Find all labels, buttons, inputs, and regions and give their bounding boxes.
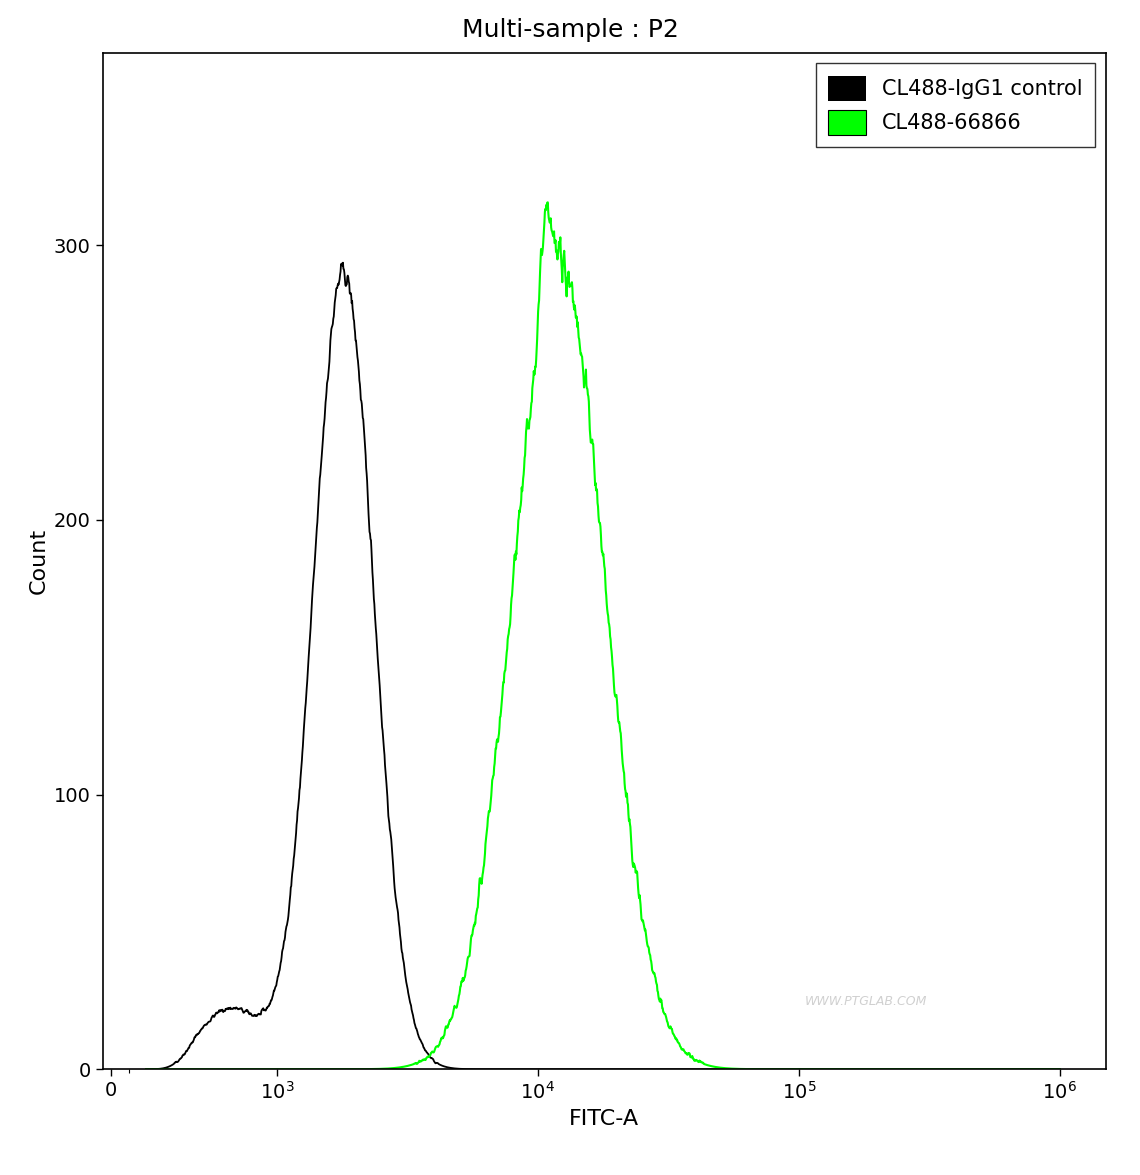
Text: WWW.PTGLAB.COM: WWW.PTGLAB.COM [805, 995, 927, 1008]
Y-axis label: Count: Count [28, 528, 48, 595]
X-axis label: FITC-A: FITC-A [569, 1108, 640, 1128]
Text: Multi-sample : P2: Multi-sample : P2 [462, 18, 678, 41]
Legend: CL488-IgG1 control, CL488-66866: CL488-IgG1 control, CL488-66866 [815, 63, 1096, 147]
